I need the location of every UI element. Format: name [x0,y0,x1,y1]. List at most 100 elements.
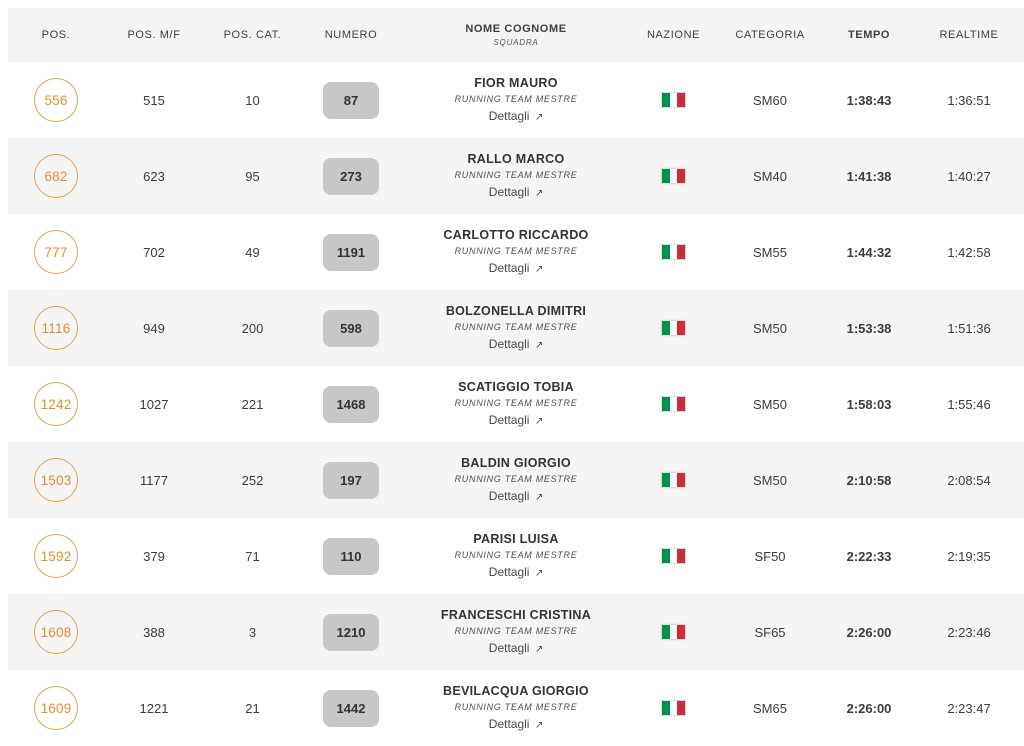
team-name: RUNNING TEAM MESTRE [454,625,578,636]
position-value: 1116 [41,320,71,336]
header-categoria: CATEGORIA [735,29,805,41]
details-link[interactable]: Dettagli ↗ [489,262,543,275]
position-cell: 556 [8,78,104,122]
position-cat-value: 221 [241,396,264,412]
details-link-label: Dettagli [488,640,533,655]
details-link[interactable]: Dettagli ↗ [489,718,543,731]
position-cell: 682 [8,154,104,198]
position-badge: 777 [34,230,78,274]
runner-name: RALLO MARCO [467,152,565,167]
details-link[interactable]: Dettagli ↗ [489,338,543,351]
bib-number-badge: 1468 [323,385,379,423]
nation-cell [631,396,716,413]
position-cell: 1116 [8,306,104,350]
tempo-value: 1:38:43 [846,92,892,108]
category-value: SF50 [754,548,786,564]
header-nazione: NAZIONE [646,29,701,41]
team-name: RUNNING TEAM MESTRE [454,321,578,332]
external-link-arrow-icon: ↗ [534,263,544,275]
position-mf-value: 388 [143,624,165,640]
details-link-label: Dettagli [488,716,533,731]
position-cat-value: 200 [241,320,264,336]
details-link[interactable]: Dettagli ↗ [489,110,543,123]
external-link-arrow-icon: ↗ [534,339,544,351]
runner-cell: RALLO MARCO RUNNING TEAM MESTRE Dettagli… [401,153,631,199]
nation-cell [631,168,716,185]
position-mf-value: 1027 [139,396,169,412]
header-realtime: REALTIME [939,29,999,41]
nation-cell [631,244,716,261]
details-link-label: Dettagli [488,336,533,351]
table-row: 556 515 10 87 FIOR MAURO RUNNING TEAM ME… [8,62,1024,138]
team-name: RUNNING TEAM MESTRE [454,473,578,484]
external-link-arrow-icon: ↗ [534,415,544,427]
runner-cell: BEVILACQUA GIORGIO RUNNING TEAM MESTRE D… [401,685,631,731]
realtime-value: 1:55:46 [947,396,991,412]
table-row: 1608 388 3 1210 FRANCESCHI CRISTINA RUNN… [8,594,1024,670]
bib-number-badge: 1191 [323,233,379,271]
position-cat-value: 252 [241,472,264,488]
runner-name: BEVILACQUA GIORGIO [443,684,589,699]
realtime-value: 1:51:36 [947,320,991,336]
position-mf-value: 1221 [139,700,169,716]
team-name: RUNNING TEAM MESTRE [454,397,578,408]
bib-number-badge: 1210 [323,613,379,651]
runner-cell: FIOR MAURO RUNNING TEAM MESTRE Dettagli … [401,77,631,123]
team-name: RUNNING TEAM MESTRE [454,169,578,180]
nation-cell [631,548,716,565]
italy-flag-icon [661,624,686,641]
runner-name: BOLZONELLA DIMITRI [445,304,587,319]
runner-name: FIOR MAURO [474,76,558,91]
details-link[interactable]: Dettagli ↗ [489,490,543,503]
nation-cell [631,320,716,337]
details-link-label: Dettagli [488,564,533,579]
external-link-arrow-icon: ↗ [534,187,544,199]
position-cell: 1242 [8,382,104,426]
position-value: 1608 [40,624,72,640]
italy-flag-icon [661,700,686,717]
nation-cell [631,624,716,641]
details-link[interactable]: Dettagli ↗ [489,186,543,199]
details-link-label: Dettagli [488,260,533,275]
position-badge: 1116 [34,306,78,350]
table-row: 1116 949 200 598 BOLZONELLA DIMITRI RUNN… [8,290,1024,366]
bib-cell: 1191 [301,233,401,271]
position-value: 1503 [40,472,72,488]
position-cat-value: 10 [245,92,260,108]
details-link[interactable]: Dettagli ↗ [489,414,543,427]
tempo-value: 1:41:38 [846,168,892,184]
details-link[interactable]: Dettagli ↗ [489,566,543,579]
position-value: 1592 [40,548,72,564]
runner-cell: BOLZONELLA DIMITRI RUNNING TEAM MESTRE D… [401,305,631,351]
bib-number-badge: 598 [323,309,379,347]
external-link-arrow-icon: ↗ [534,111,544,123]
position-mf-value: 623 [143,168,165,184]
nation-cell [631,472,716,489]
position-mf-value: 702 [143,244,165,260]
position-cell: 1608 [8,610,104,654]
category-value: SM40 [753,168,787,184]
category-value: SM50 [753,396,787,412]
team-name: RUNNING TEAM MESTRE [454,701,578,712]
bib-cell: 197 [301,461,401,499]
realtime-value: 2:23:47 [947,700,991,716]
position-mf-value: 379 [143,548,165,564]
category-value: SM50 [753,320,787,336]
runner-name: PARISI LUISA [473,532,559,547]
runner-name: CARLOTTO RICCARDO [443,228,589,243]
italy-flag-icon [661,244,686,261]
position-mf-value: 1177 [140,472,168,488]
bib-cell: 87 [301,81,401,119]
details-link[interactable]: Dettagli ↗ [489,642,543,655]
category-value: SF65 [754,624,786,640]
position-badge: 1608 [34,610,78,654]
realtime-value: 1:42:58 [947,244,991,260]
italy-flag-icon [661,548,686,565]
team-name: RUNNING TEAM MESTRE [454,245,578,256]
realtime-value: 1:36:51 [947,92,991,108]
external-link-arrow-icon: ↗ [534,491,544,503]
header-nome-cognome: NOME COGNOME SQUADRA [401,23,631,47]
header-squadra-label: SQUADRA [493,38,539,47]
category-value: SM60 [753,92,787,108]
table-row: 682 623 95 273 RALLO MARCO RUNNING TEAM … [8,138,1024,214]
